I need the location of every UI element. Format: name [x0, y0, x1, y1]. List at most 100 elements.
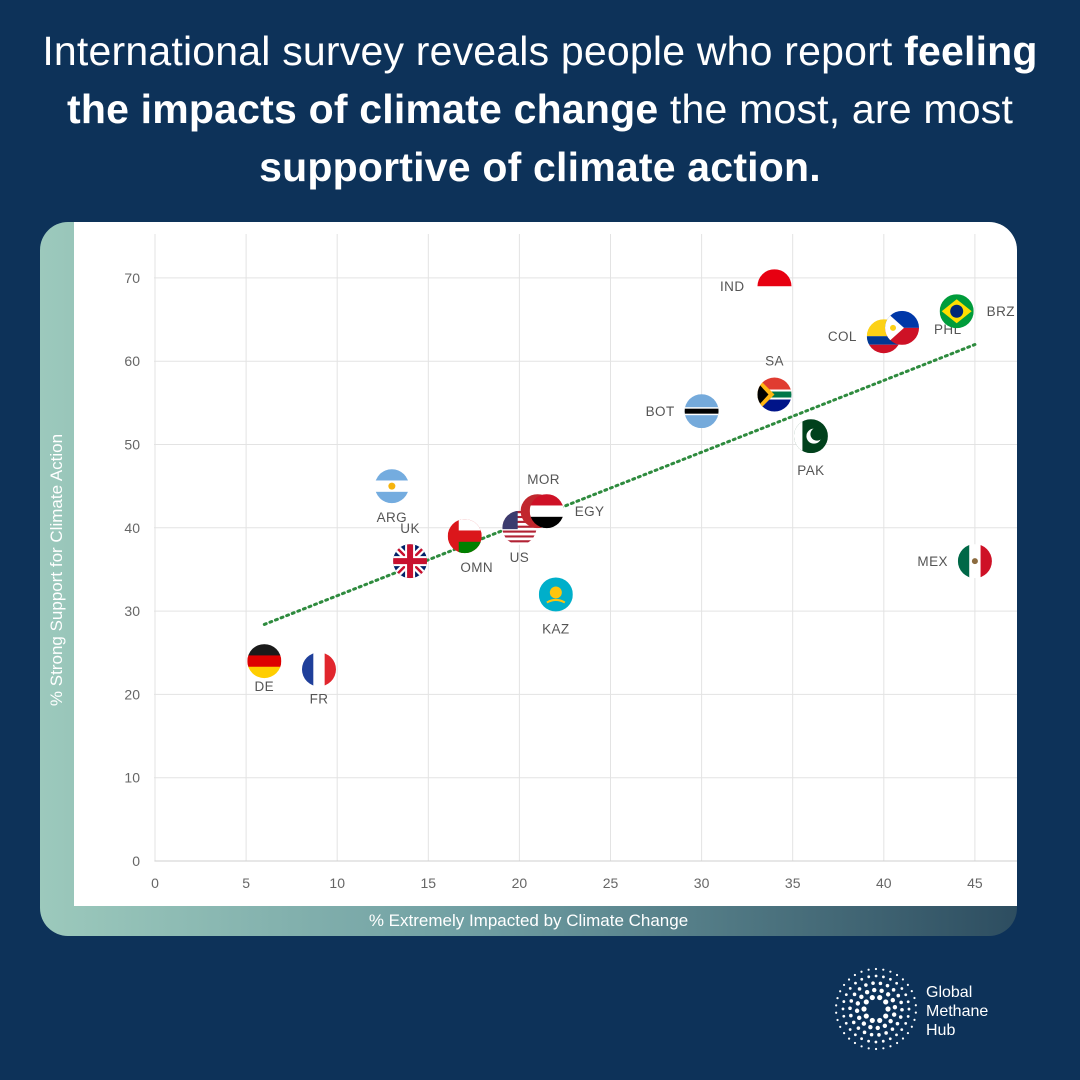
logo-dot — [907, 1007, 911, 1011]
logo-dot — [859, 994, 864, 1000]
logo-dot — [860, 1037, 864, 1041]
logo-dot — [890, 997, 896, 1003]
logo-dot — [842, 983, 846, 987]
logo-dot — [914, 1011, 917, 1014]
logo-dot — [855, 1001, 861, 1006]
logo-dot — [895, 1033, 898, 1037]
logo-dot — [862, 1030, 867, 1035]
y-tick-label: 60 — [124, 353, 140, 369]
y-axis-label: % Strong Support for Climate Action — [47, 433, 66, 707]
point-label: ARG — [377, 510, 407, 525]
logo-dot — [861, 1021, 867, 1026]
chart-card: 0 10 20 30 40 50 60 70 0 5 10 15 20 25 30 35 40 45 DE FR ARG… — [40, 222, 1017, 936]
logo-dot — [843, 1032, 846, 1035]
usa-flag — [502, 510, 537, 545]
logo-dot — [871, 981, 875, 985]
logo-dot — [889, 970, 892, 973]
logo-dot — [904, 1021, 908, 1025]
brazil-flag — [939, 294, 974, 329]
logo-dot — [877, 1017, 883, 1024]
botswana-flag — [684, 394, 719, 429]
logo-dot — [867, 975, 871, 979]
point-label: US — [510, 550, 530, 565]
logo-dot — [898, 1015, 903, 1019]
logo-dot — [888, 977, 892, 981]
y-tick-label: 30 — [124, 603, 140, 619]
logo-dot — [900, 987, 904, 990]
logo-dot — [849, 999, 854, 1003]
logo-dot — [847, 1037, 851, 1040]
logo-dot — [867, 1039, 870, 1043]
logo-dot — [848, 1028, 852, 1031]
logo-line-2: Methane — [926, 1003, 989, 1020]
logo-dot — [883, 1013, 889, 1019]
logo-dot — [847, 978, 851, 981]
global-methane-hub-logo: Global Methane Hub — [832, 965, 1032, 1055]
logo-dot — [853, 973, 857, 977]
oman-flag — [447, 519, 482, 554]
headline-text-1: International survey reveals people who … — [42, 28, 905, 74]
y-tick-label: 70 — [124, 270, 140, 286]
logo-dot — [899, 1000, 903, 1005]
y-tick-label: 50 — [124, 437, 140, 453]
logo-dot — [856, 1026, 861, 1030]
logo-dot — [863, 999, 869, 1005]
logo-dot — [839, 1025, 842, 1028]
logo-dot — [860, 1045, 863, 1048]
logo-dot — [844, 1021, 848, 1025]
philippines-flag — [885, 310, 920, 345]
logo-dot — [900, 1028, 904, 1032]
headline-text-2: the most, are most — [658, 86, 1014, 132]
logo-dot — [901, 1037, 905, 1040]
logo-dot — [882, 1047, 885, 1050]
point-label: MEX — [917, 554, 947, 569]
logo-dot — [890, 1027, 895, 1031]
logo-dot — [867, 1047, 870, 1050]
point-label: OMN — [460, 560, 493, 575]
logo-dot — [869, 1032, 874, 1037]
logo-dot — [913, 1018, 916, 1022]
point-label: MOR — [527, 472, 560, 487]
x-tick-label: 10 — [329, 875, 345, 891]
scatter-chart: 0 10 20 30 40 50 60 70 0 5 10 15 20 25 30 35 40 45 DE FR ARG… — [124, 234, 1017, 891]
logo-dot — [857, 987, 862, 991]
pakistan-flag — [793, 419, 828, 454]
x-tick-label: 25 — [603, 875, 619, 891]
logo-dot — [901, 978, 905, 981]
logo-dot — [836, 996, 839, 1000]
logo-dot — [854, 1008, 860, 1013]
logo-dot — [889, 1045, 892, 1048]
x-tick-label: 20 — [512, 875, 528, 891]
logo-dot — [878, 981, 883, 986]
indonesia-flag — [757, 269, 792, 304]
logo-dot — [900, 1007, 904, 1012]
logo-dot — [853, 1033, 857, 1037]
argentina-flag — [374, 469, 409, 504]
logo-dot — [854, 981, 857, 985]
point-label: BRZ — [987, 304, 1015, 319]
logo-dot — [895, 981, 899, 985]
logo-dot — [863, 1013, 869, 1019]
germany-flag — [247, 644, 282, 679]
logo-dot — [910, 990, 913, 993]
point-label: UK — [400, 521, 420, 536]
logo-dot — [874, 1040, 878, 1044]
point-label: PAK — [797, 463, 824, 478]
logo-dot — [848, 986, 852, 990]
point-label: COL — [828, 329, 857, 344]
plot-area: 0 10 20 30 40 50 60 70 0 5 10 15 20 25 30 35 40 45 DE FR ARG… — [74, 222, 1017, 906]
logo-dot — [842, 1000, 846, 1003]
logo-dot — [896, 993, 901, 998]
logo-dots-icon — [835, 967, 917, 1051]
logo-dot — [895, 1021, 900, 1026]
logo-line-3: Hub — [926, 1022, 956, 1039]
x-tick-label: 5 — [242, 875, 250, 891]
headline: International survey reveals people who … — [40, 22, 1040, 196]
logo-dot — [874, 967, 878, 971]
logo-dot — [875, 1025, 880, 1031]
logo-dot — [864, 983, 868, 987]
logo-dot — [877, 1033, 881, 1037]
mexico-flag — [957, 544, 992, 579]
logo-dot — [869, 1017, 875, 1024]
logo-dot — [885, 1006, 891, 1012]
